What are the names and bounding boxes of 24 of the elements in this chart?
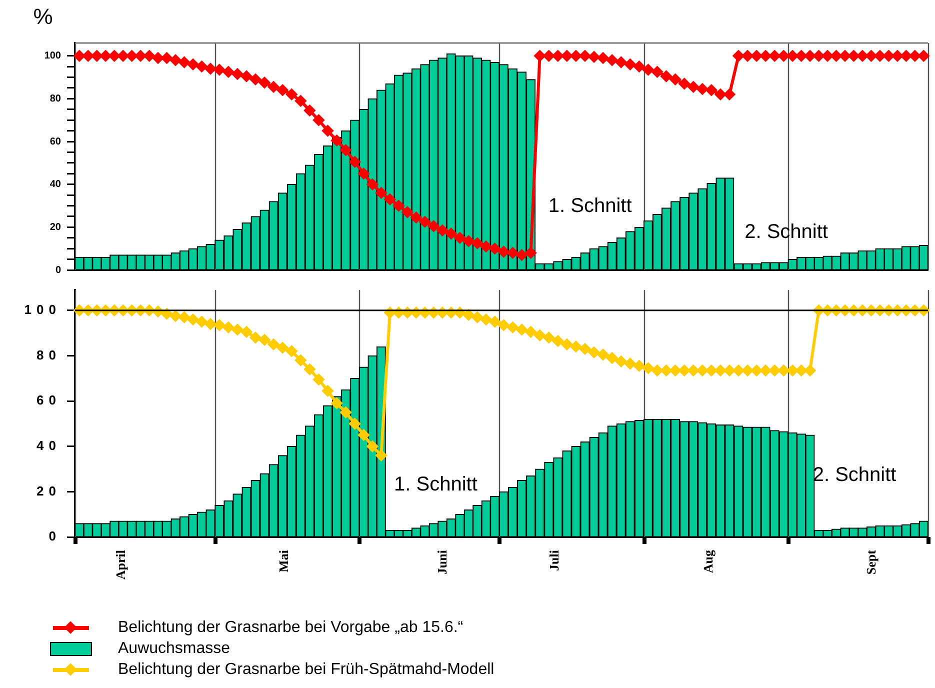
y-tick-label: 20 — [50, 222, 62, 233]
y-axis-title: % — [33, 4, 53, 30]
x-tick-label: April — [112, 550, 128, 580]
y-tick-label: 100 — [44, 50, 62, 62]
y-tick-label: 80 — [50, 93, 62, 104]
legend-label: Belichtung der Grasnarbe bei Früh-Spätmahd-Modell — [118, 660, 494, 680]
x-tick-label: Sept — [863, 549, 878, 575]
x-tick-label: Aug — [700, 550, 716, 574]
annotation: 1. Schnitt — [548, 194, 632, 217]
y-tick-label: 60 — [50, 136, 62, 148]
y-tick-label: 0 — [55, 264, 62, 276]
y-tick-label: 80 — [36, 347, 61, 362]
y-tick-label: 40 — [36, 438, 61, 453]
y-tick-label: 20 — [36, 483, 61, 498]
y-tick-label: 60 — [36, 392, 61, 408]
y-tick-label: 0 — [48, 528, 61, 544]
y-tick-label: 100 — [24, 302, 61, 317]
legend-label: Belichtung der Grasnarbe bei Vorgabe „ab 15.6.“ — [118, 618, 464, 638]
legend-label: Auwuchsmasse — [118, 638, 230, 658]
annotation: 1. Schnitt — [394, 474, 478, 496]
x-tick-label: Mai — [276, 550, 292, 572]
x-tick-label: Juni — [434, 550, 450, 575]
x-tick-label: Juli — [546, 550, 562, 571]
y-tick-label: 40 — [50, 179, 62, 190]
